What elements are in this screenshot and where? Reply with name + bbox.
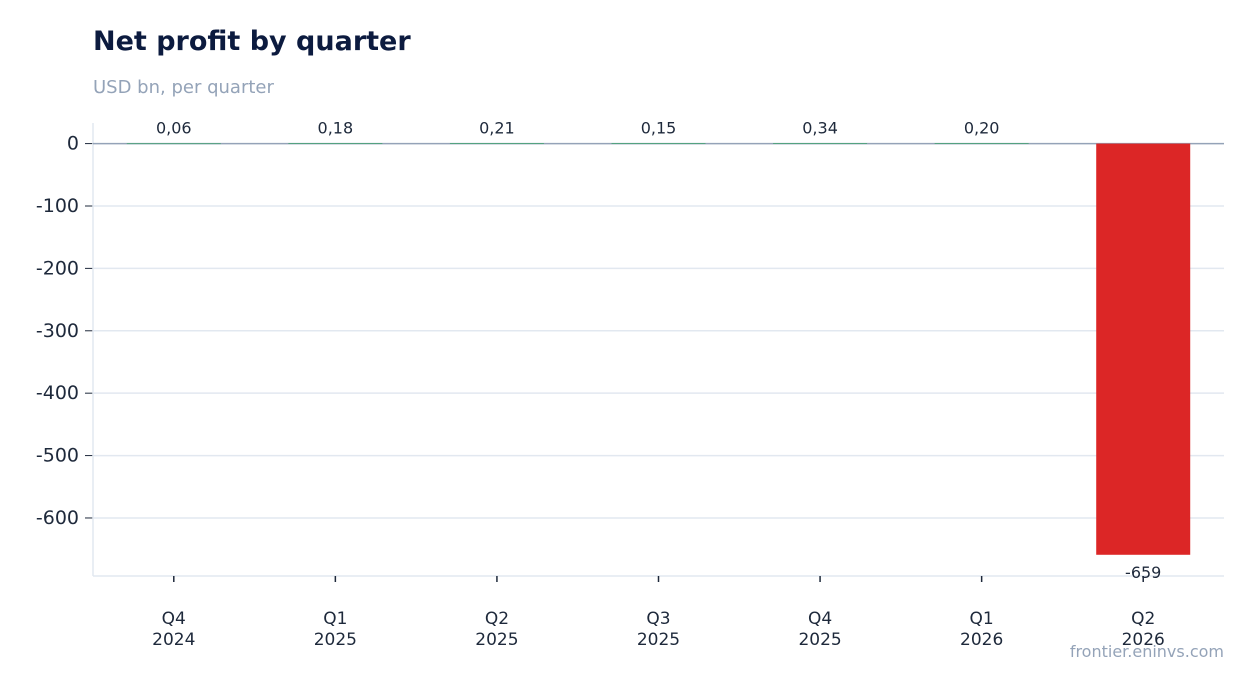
chart-title: Net profit by quarter	[93, 26, 411, 57]
y-tick-label: -600	[36, 507, 79, 529]
value-label: 0,34	[802, 119, 838, 138]
value-label: 0,06	[156, 119, 192, 138]
x-tick-label-quarter: Q1	[323, 609, 347, 629]
source-credit: frontier.eninvs.com	[1069, 642, 1224, 661]
value-label: -659	[1125, 563, 1161, 582]
bar	[934, 143, 1029, 144]
value-label: 0,20	[964, 119, 1000, 138]
y-tick-label: -200	[36, 257, 79, 279]
bar	[773, 143, 868, 144]
value-label: 0,15	[641, 119, 677, 138]
y-tick-label: -100	[36, 195, 79, 217]
x-tick-label-year: 2024	[152, 630, 195, 650]
y-tick-label: 0	[67, 133, 79, 155]
y-tick-label: -400	[36, 382, 79, 404]
x-tick-label-quarter: Q2	[485, 609, 509, 629]
bars	[126, 143, 1191, 555]
x-tick-labels: Q42024Q12025Q22025Q32025Q42025Q12026Q220…	[152, 609, 1165, 650]
x-tick-label-year: 2026	[960, 630, 1003, 650]
x-tick-label-year: 2025	[314, 630, 357, 650]
value-labels: 0,06 0,18 0,21 0,15 0,34 0,20 -659	[156, 119, 1161, 582]
bar	[1096, 143, 1191, 555]
axes	[85, 123, 1224, 582]
bar	[288, 143, 383, 144]
x-tick-label-year: 2025	[798, 630, 841, 650]
grid-lines	[93, 205, 1224, 519]
x-tick-label-year: 2025	[475, 630, 518, 650]
bar	[449, 143, 544, 144]
y-tick-label: -300	[36, 320, 79, 342]
x-tick-label-quarter: Q2	[1131, 609, 1155, 629]
x-tick-label-quarter: Q4	[808, 609, 832, 629]
x-tick-label-year: 2026	[1122, 630, 1165, 650]
x-tick-label-year: 2025	[637, 630, 680, 650]
chart-subtitle: USD bn, per quarter	[93, 77, 274, 98]
bar	[126, 143, 221, 145]
x-tick-label-quarter: Q4	[162, 609, 186, 629]
value-label: 0,18	[318, 119, 354, 138]
bar	[611, 143, 706, 144]
value-label: 0,21	[479, 119, 515, 138]
y-tick-labels: 0 -100 -200 -300 -400 -500 -600	[36, 133, 79, 529]
y-tick-label: -500	[36, 445, 79, 467]
x-tick-label-quarter: Q3	[646, 609, 670, 629]
x-tick-label-quarter: Q1	[970, 609, 994, 629]
